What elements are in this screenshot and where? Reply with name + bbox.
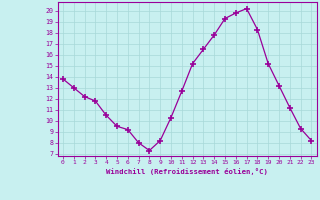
X-axis label: Windchill (Refroidissement éolien,°C): Windchill (Refroidissement éolien,°C)	[106, 168, 268, 175]
